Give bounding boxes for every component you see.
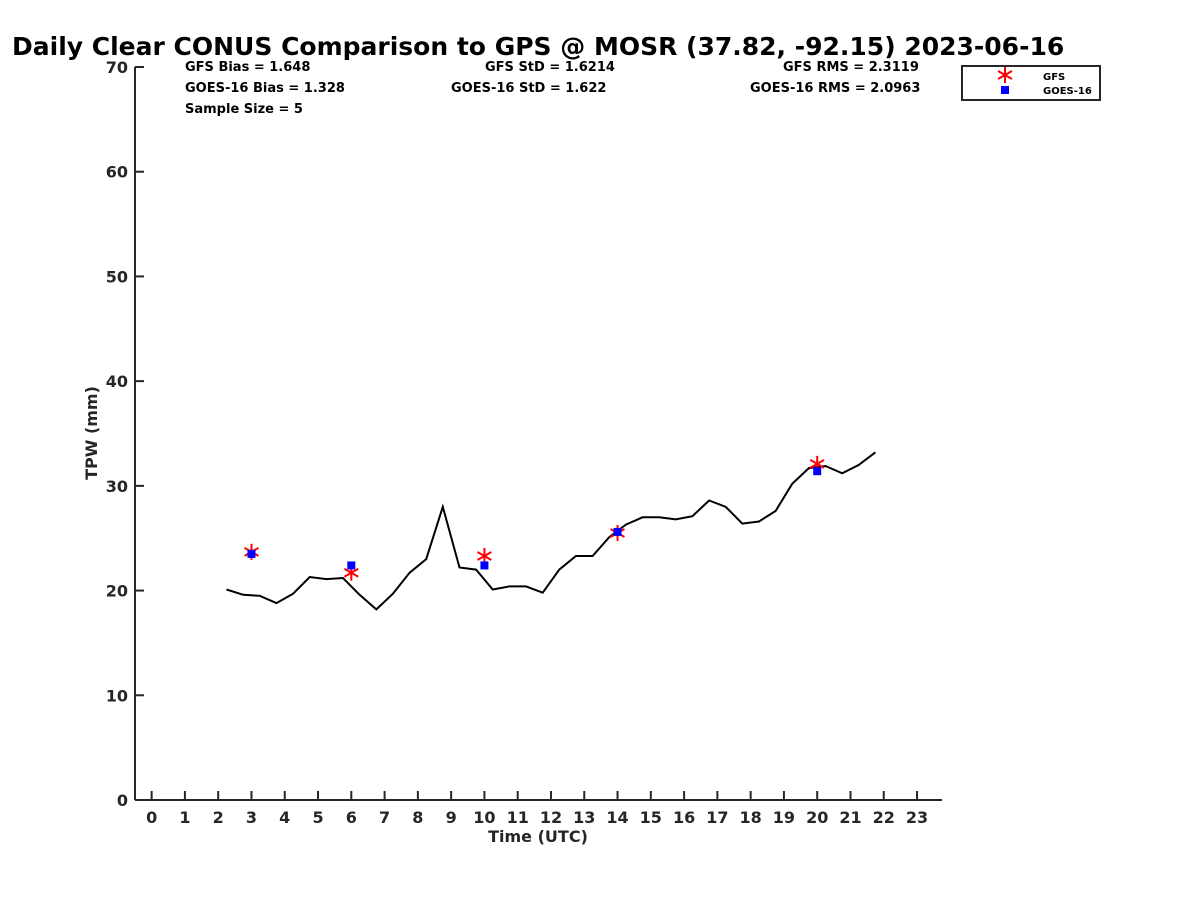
x-tick-label: 4: [279, 808, 290, 827]
legend-gfs-label: GFS: [1043, 72, 1065, 83]
plot-series: [226, 451, 877, 611]
y-tick-label: 20: [106, 582, 128, 601]
legend-gfs-asterisk: [997, 67, 1013, 83]
gps-line: [226, 451, 877, 611]
goes16-point: [813, 467, 822, 476]
x-tick-label: 19: [773, 808, 795, 827]
goes16-point: [347, 561, 356, 570]
x-tick-label: 7: [379, 808, 390, 827]
x-tick-label: 3: [246, 808, 257, 827]
stat-gfs-rms: GFS RMS = 2.3119: [783, 60, 919, 75]
chart-title: Daily Clear CONUS Comparison to GPS @ MO…: [12, 32, 1064, 61]
y-ticks: 0 10 20 30 40 50 60 70: [106, 58, 144, 810]
goes16-point: [480, 561, 489, 570]
x-tick-label: 23: [906, 808, 928, 827]
x-tick-label: 11: [507, 808, 529, 827]
x-tick-label: 0: [146, 808, 157, 827]
y-axis-label: TPW (mm): [82, 386, 101, 480]
y-tick-label: 0: [117, 791, 128, 810]
y-tick-label: 70: [106, 58, 128, 77]
goes16-point: [247, 549, 256, 558]
x-tick-label: 12: [540, 808, 562, 827]
stat-goes-rms: GOES-16 RMS = 2.0963: [750, 81, 920, 96]
x-tick-label: 22: [873, 808, 895, 827]
gfs-point: [476, 548, 492, 565]
x-tick-label: 21: [839, 808, 861, 827]
stat-goes-std: GOES-16 StD = 1.622: [451, 81, 606, 96]
stat-gfs-std: GFS StD = 1.6214: [485, 60, 615, 75]
x-tick-label: 20: [806, 808, 828, 827]
x-tick-label: 6: [346, 808, 357, 827]
y-tick-label: 40: [106, 372, 128, 391]
x-tick-label: 13: [573, 808, 595, 827]
goes16-point: [613, 527, 622, 536]
x-tick-label: 18: [740, 808, 762, 827]
legend-gfs-marker: [997, 67, 1013, 83]
stat-goes-bias: GOES-16 Bias = 1.328: [185, 81, 345, 96]
legend-box: [961, 65, 1101, 101]
legend-goes-marker: [1001, 86, 1009, 94]
x-tick-label: 17: [706, 808, 728, 827]
x-tick-label: 2: [213, 808, 224, 827]
x-tick-label: 1: [179, 808, 190, 827]
x-tick-label: 10: [473, 808, 495, 827]
legend: GFS GOES-16: [961, 65, 1101, 101]
stat-gfs-bias: GFS Bias = 1.648: [185, 60, 310, 75]
stat-sample-size: Sample Size = 5: [185, 102, 303, 117]
x-tick-label: 16: [673, 808, 695, 827]
x-tick-label: 8: [412, 808, 423, 827]
x-tick-label: 15: [640, 808, 662, 827]
x-tick-label: 14: [606, 808, 628, 827]
y-tick-label: 10: [106, 686, 128, 705]
y-tick-label: 50: [106, 267, 128, 286]
x-ticks: 0 1 2 3 4 5 6 7 8 9 10 11 12 13 14 15 16 17 18 19 20 21 22 23: [146, 791, 928, 827]
y-tick-label: 30: [106, 477, 128, 496]
y-tick-label: 60: [106, 163, 128, 182]
x-tick-label: 9: [446, 808, 457, 827]
legend-goes-label: GOES-16: [1043, 86, 1092, 97]
x-axis-label: Time (UTC): [488, 827, 588, 846]
x-tick-label: 5: [312, 808, 323, 827]
